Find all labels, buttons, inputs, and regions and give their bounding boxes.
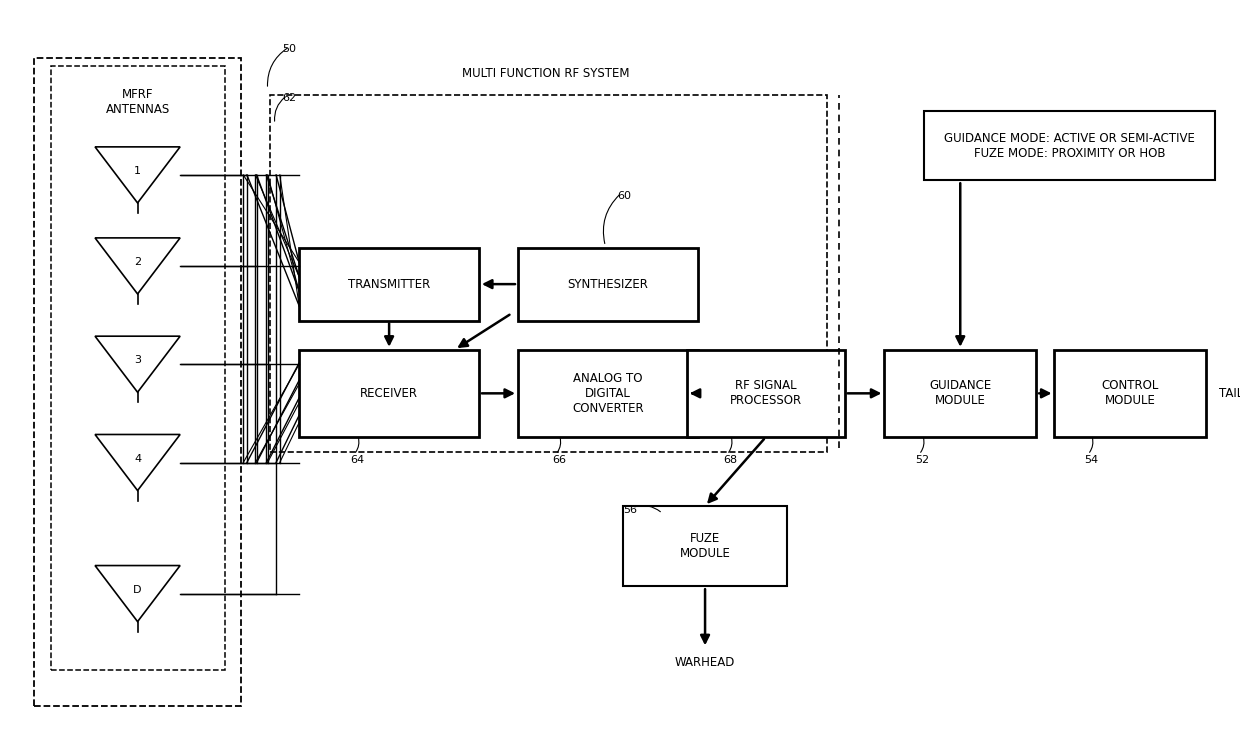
Text: GUIDANCE
MODULE: GUIDANCE MODULE — [929, 380, 992, 407]
Text: GUIDANCE MODE: ACTIVE OR SEMI-ACTIVE
FUZE MODE: PROXIMITY OR HOB: GUIDANCE MODE: ACTIVE OR SEMI-ACTIVE FUZ… — [944, 132, 1195, 160]
Text: 60: 60 — [618, 191, 631, 201]
Text: CONTROL
MODULE: CONTROL MODULE — [1101, 380, 1159, 407]
Text: 4: 4 — [134, 453, 141, 464]
Text: 64: 64 — [350, 455, 365, 465]
Text: 56: 56 — [624, 504, 637, 515]
Bar — [299, 350, 479, 437]
Text: 54: 54 — [1084, 455, 1099, 465]
Text: WARHEAD: WARHEAD — [675, 656, 735, 669]
Bar — [51, 65, 224, 670]
Bar — [1054, 350, 1207, 437]
Bar — [622, 506, 787, 586]
Text: 62: 62 — [283, 93, 296, 103]
Bar — [35, 59, 241, 707]
Text: RF SIGNAL
PROCESSOR: RF SIGNAL PROCESSOR — [730, 380, 802, 407]
Bar — [518, 350, 698, 437]
Text: TRANSMITTER: TRANSMITTER — [348, 278, 430, 291]
Text: ANALOG TO
DIGITAL
CONVERTER: ANALOG TO DIGITAL CONVERTER — [572, 372, 644, 415]
Text: MFRF
ANTENNAS: MFRF ANTENNAS — [105, 88, 170, 116]
Bar — [924, 111, 1215, 181]
Bar — [884, 350, 1037, 437]
Text: 52: 52 — [915, 455, 930, 465]
Text: MULTI FUNCTION RF SYSTEM: MULTI FUNCTION RF SYSTEM — [463, 68, 630, 80]
Text: 66: 66 — [552, 455, 565, 465]
Text: TAIL FINS: TAIL FINS — [1219, 387, 1240, 400]
Text: 2: 2 — [134, 257, 141, 267]
Text: 68: 68 — [723, 455, 738, 465]
Text: RECEIVER: RECEIVER — [360, 387, 418, 400]
Text: 3: 3 — [134, 355, 141, 366]
Bar — [299, 247, 479, 320]
Text: FUZE
MODULE: FUZE MODULE — [680, 532, 730, 560]
Text: SYNTHESIZER: SYNTHESIZER — [568, 278, 649, 291]
Text: 50: 50 — [283, 44, 296, 53]
Bar — [270, 95, 827, 452]
Bar — [518, 247, 698, 320]
Text: 1: 1 — [134, 166, 141, 176]
Text: D: D — [134, 585, 141, 594]
Bar — [687, 350, 844, 437]
